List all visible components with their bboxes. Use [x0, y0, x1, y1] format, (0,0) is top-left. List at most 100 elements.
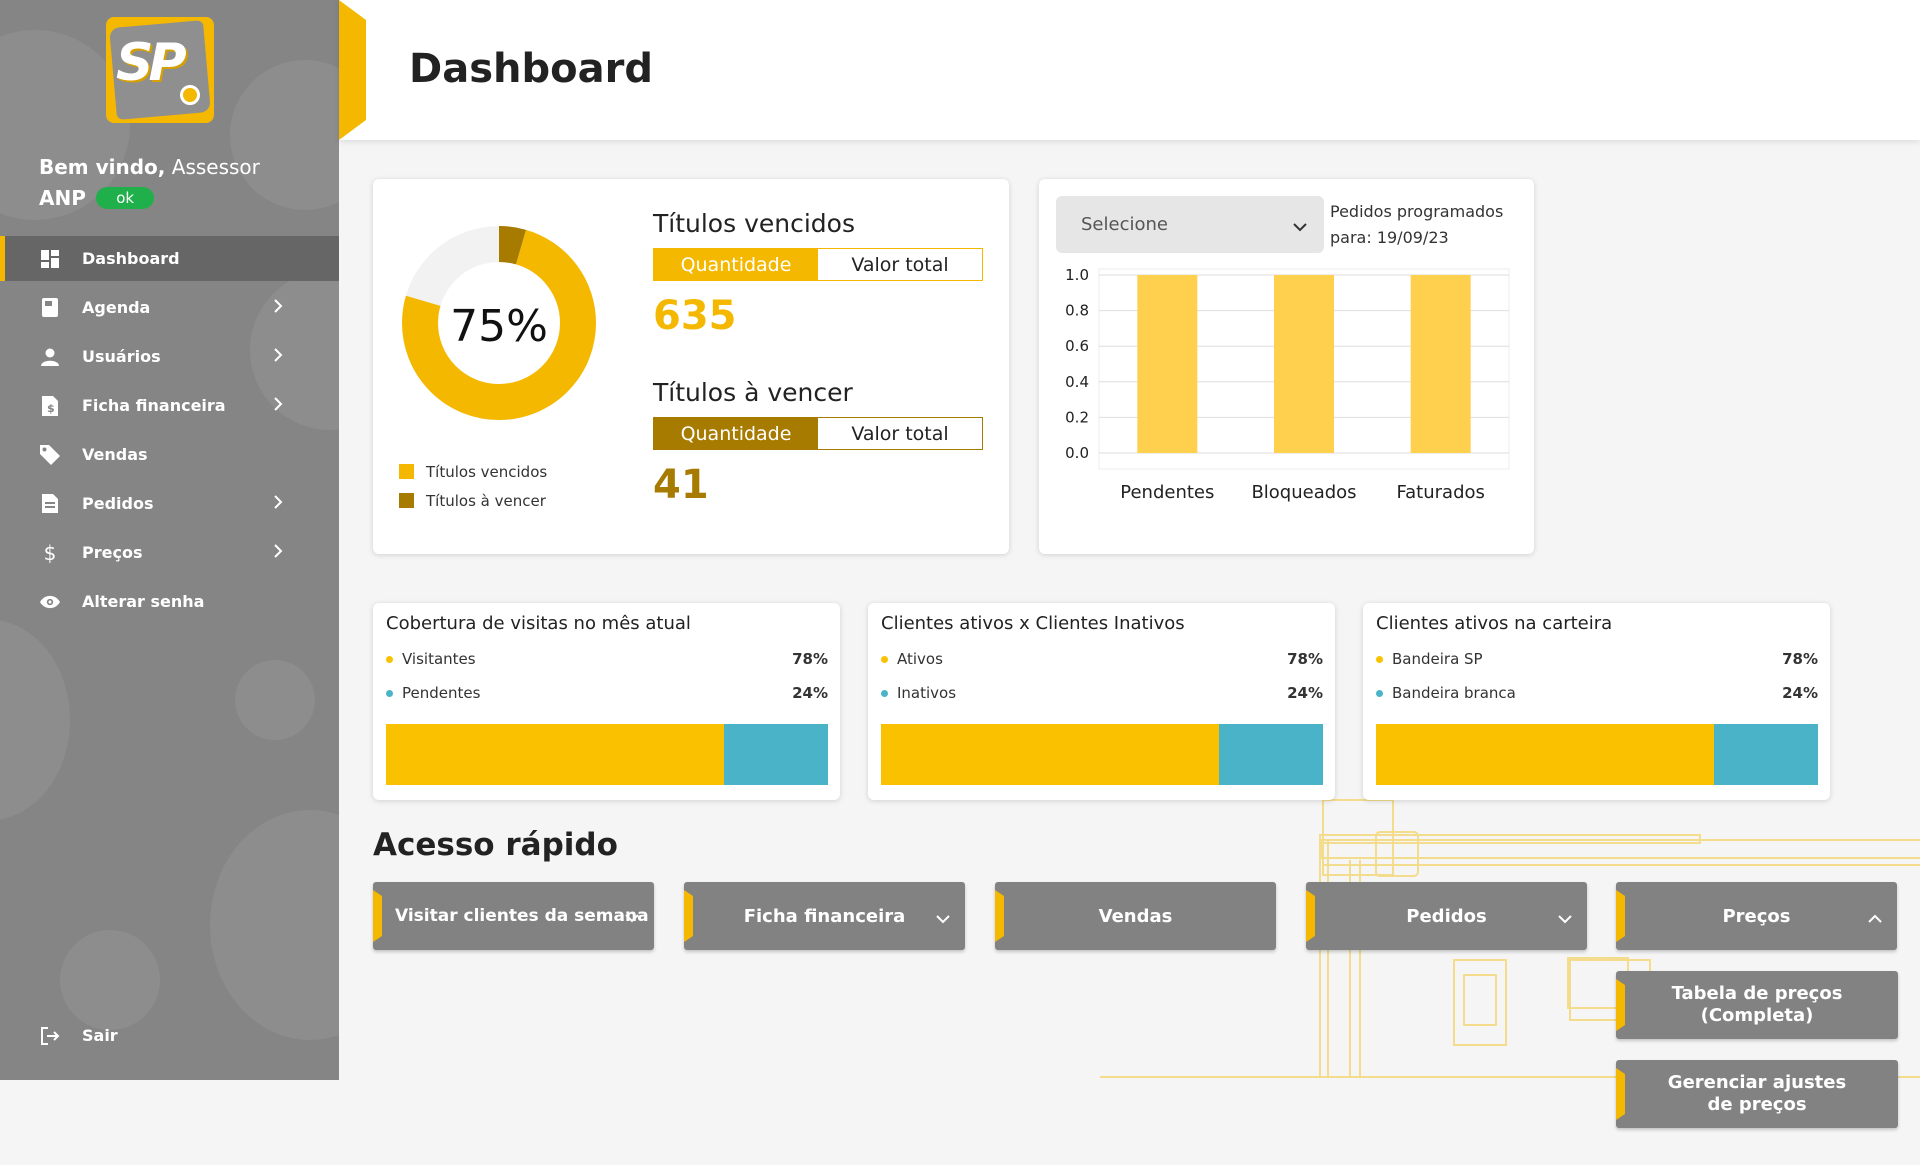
- quick-access-precos-button[interactable]: Preços: [1616, 882, 1897, 950]
- coverage-row: Inativos 24%: [881, 683, 1323, 703]
- document-icon: [40, 494, 60, 514]
- coverage-row-label: Inativos: [897, 684, 957, 702]
- chevron-down-icon: [935, 908, 951, 929]
- legend-dot: [1376, 689, 1383, 697]
- prices-submenu-full-table[interactable]: Tabela de preços (Completa): [1616, 971, 1898, 1039]
- chevron-right-icon: [273, 347, 283, 367]
- chevron-right-icon: [273, 298, 283, 318]
- period-select[interactable]: Selecione: [1056, 196, 1324, 253]
- sidebar-item-label: Pedidos: [82, 494, 154, 513]
- sidebar-item-alterar-senha[interactable]: Alterar senha: [0, 579, 339, 624]
- y-tick-label: 1.0: [1065, 266, 1089, 284]
- quick-access-visitar-clientes-button[interactable]: Visitar clientes da semana: [373, 882, 654, 950]
- legend-swatch: [399, 464, 414, 479]
- upcoming-toggle-quantity[interactable]: Quantidade: [654, 418, 818, 449]
- sidebar-item-vendas[interactable]: Vendas: [0, 432, 339, 477]
- sidebar: SP Bem vindo, Assessor ANP ok Dashboard …: [0, 0, 339, 1080]
- user-icon: [40, 347, 60, 367]
- bar-pendentes: [1137, 275, 1198, 453]
- stacked-bar-segment-a: [1376, 724, 1714, 785]
- tag-icon: [40, 444, 60, 465]
- sidebar-item-label: Alterar senha: [82, 592, 205, 611]
- coverage-row-label: Bandeira branca: [1392, 684, 1516, 702]
- coverage-row-label: Visitantes: [402, 650, 476, 668]
- dollar-icon: $: [43, 540, 57, 565]
- quick-access-button-label: Pedidos: [1406, 905, 1487, 927]
- bar-bloqueados: [1274, 275, 1334, 453]
- sidebar-item-label: Agenda: [82, 298, 151, 317]
- chevron-right-icon: [273, 396, 283, 416]
- overdue-toggle-total[interactable]: Valor total: [818, 249, 982, 280]
- legend-item: Títulos vencidos: [399, 457, 547, 486]
- book-icon: [40, 298, 60, 318]
- active-inactive-clients-card: Clientes ativos x Clientes Inativos Ativ…: [868, 603, 1335, 800]
- sidebar-item-usuarios[interactable]: Usuários: [0, 334, 339, 379]
- coverage-stacked-bar: [1376, 724, 1818, 785]
- quick-access-vendas-button[interactable]: Vendas: [995, 882, 1276, 950]
- sidebar-item-ficha-financeira[interactable]: $ Ficha financeira: [0, 383, 339, 428]
- chevron-right-icon: [273, 494, 283, 514]
- legend-dot: [386, 689, 393, 697]
- donut-segment-upcoming: [402, 226, 596, 420]
- visit-coverage-card: Cobertura de visitas no mês atual Visita…: [373, 603, 840, 800]
- legend-item: Títulos à vencer: [399, 486, 547, 515]
- sidebar-item-precos[interactable]: $ Preços: [0, 530, 339, 575]
- decor-bubble: [0, 620, 70, 820]
- coverage-row-percent: 78%: [1287, 650, 1323, 668]
- brand-logo[interactable]: SP: [106, 17, 214, 123]
- prices-submenu-manage-adjustments[interactable]: Gerenciar ajustes de preços: [1616, 1060, 1898, 1128]
- legend-dot: [881, 655, 888, 663]
- coverage-row-label: Ativos: [897, 650, 943, 668]
- overdue-toggle-quantity[interactable]: Quantidade: [654, 249, 818, 280]
- sidebar-item-label: Preços: [82, 543, 143, 562]
- coverage-row: Bandeira SP 78%: [1376, 649, 1818, 669]
- quick-access-button-label: Preços: [1722, 905, 1791, 927]
- y-tick-label: 0.8: [1065, 302, 1089, 320]
- invoice-icon: $: [40, 395, 60, 416]
- period-select-value: Selecione: [1081, 214, 1168, 235]
- portfolio-clients-card: Clientes ativos na carteira Bandeira SP 7…: [1363, 603, 1830, 800]
- stacked-bar-segment-a: [881, 724, 1219, 785]
- sidebar-item-pedidos[interactable]: Pedidos: [0, 481, 339, 526]
- legend-dot: [1376, 655, 1383, 663]
- upcoming-titles-heading: Títulos à vencer: [653, 378, 853, 407]
- quick-access-pedidos-button[interactable]: Pedidos: [1306, 882, 1587, 950]
- quick-access-ficha-financeira-button[interactable]: Ficha financeira: [684, 882, 965, 950]
- decor-bubble: [60, 930, 160, 1030]
- donut-segment-overdue: [402, 226, 596, 420]
- legend-label: Títulos vencidos: [426, 462, 548, 481]
- bar-faturados: [1410, 275, 1471, 453]
- upcoming-toggle-total[interactable]: Valor total: [818, 418, 982, 449]
- svg-text:$: $: [47, 402, 55, 415]
- coverage-row: Pendentes 24%: [386, 683, 828, 703]
- orders-chart-card: Selecione Pedidos programados para: 19/0…: [1039, 179, 1534, 554]
- coverage-stacked-bar: [386, 724, 828, 785]
- sidebar-item-dashboard[interactable]: Dashboard: [0, 236, 339, 281]
- welcome-message: Bem vindo, Assessor ANP ok: [39, 152, 329, 214]
- upcoming-titles-count: 41: [653, 462, 709, 508]
- chevron-up-icon: [1867, 908, 1883, 929]
- stacked-bar-segment-b: [1714, 724, 1818, 785]
- titles-donut-chart: [402, 226, 596, 420]
- page-header: Dashboard: [339, 0, 1920, 140]
- decor-bubble: [235, 660, 315, 740]
- scheduled-orders-label: Pedidos programados para: 19/09/23: [1330, 202, 1504, 247]
- y-tick-label: 0.0: [1065, 444, 1089, 462]
- legend-dot: [881, 689, 888, 697]
- sidebar-item-label: Ficha financeira: [82, 396, 226, 415]
- welcome-greeting: Bem vindo,: [39, 155, 166, 179]
- quick-access-button-label: Visitar clientes da semana: [395, 906, 649, 926]
- stacked-bar-segment-a: [386, 724, 724, 785]
- chevron-down-icon: [1292, 216, 1308, 237]
- x-tick-label: Bloqueados: [1251, 482, 1356, 503]
- donut-legend: Títulos vencidos Títulos à vencer: [399, 457, 547, 515]
- sidebar-item-agenda[interactable]: Agenda: [0, 285, 339, 330]
- quick-access-button-label: Ficha financeira: [743, 905, 906, 927]
- dashboard-icon: [40, 249, 60, 269]
- coverage-row-percent: 24%: [1287, 684, 1323, 702]
- logout-button[interactable]: Sair: [0, 1013, 339, 1058]
- logout-icon: [40, 1026, 60, 1046]
- decor-bubble: [210, 810, 339, 1040]
- orders-bar-chart: 0.0 0.2 0.4 0.6 0.8 1.0 Pendentes Bloqueados Fat…: [1065, 266, 1510, 503]
- status-badge: ok: [96, 187, 155, 209]
